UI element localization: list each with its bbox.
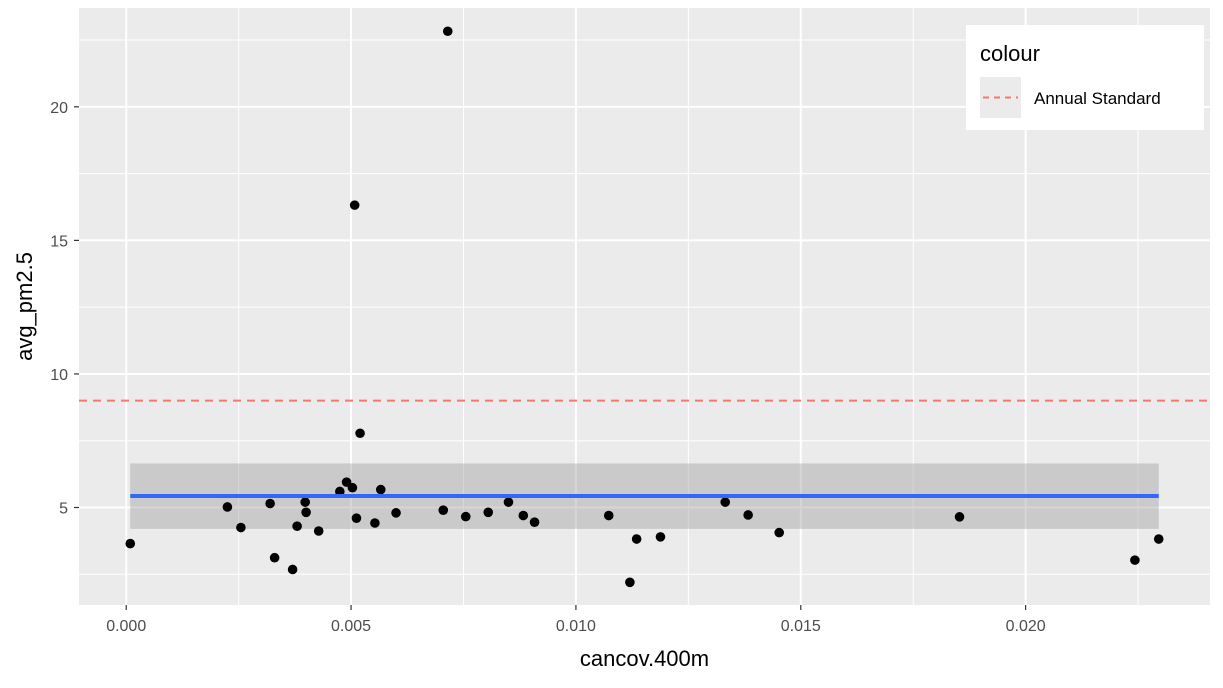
data-point <box>313 526 324 536</box>
data-point <box>438 505 449 515</box>
x-tick-label: 0.005 <box>331 618 371 635</box>
y-axis: 5 10 15 20 <box>50 100 79 518</box>
data-point <box>503 497 514 507</box>
data-point <box>391 508 401 518</box>
data-point <box>351 513 362 523</box>
data-point <box>1130 555 1140 565</box>
x-tick-label: 0.010 <box>556 618 596 635</box>
data-point <box>355 428 365 439</box>
data-point <box>370 518 380 528</box>
data-point <box>655 532 666 542</box>
data-point <box>625 577 635 588</box>
legend: colour Annual Standard <box>966 25 1204 130</box>
data-point <box>529 517 540 527</box>
y-axis-title: avg_pm2.5 <box>12 252 37 361</box>
data-point <box>375 484 386 495</box>
data-point <box>460 511 471 522</box>
points-layer <box>125 26 1164 588</box>
data-point <box>483 507 494 518</box>
data-point <box>720 497 731 507</box>
x-tick-label: 0.015 <box>781 618 821 635</box>
data-point <box>236 522 246 533</box>
data-point <box>265 498 275 509</box>
y-tick-label: 10 <box>50 367 68 384</box>
legend-title: colour <box>980 41 1040 66</box>
data-point <box>335 486 345 497</box>
data-point <box>300 497 311 507</box>
data-point <box>442 26 453 37</box>
data-point <box>301 507 311 518</box>
y-tick-label: 5 <box>59 501 68 518</box>
y-tick-label: 20 <box>50 100 68 117</box>
data-point <box>631 534 642 544</box>
y-tick-label: 15 <box>50 233 68 250</box>
data-point <box>292 521 302 532</box>
data-point <box>954 512 965 522</box>
x-tick-label: 0.000 <box>106 618 146 635</box>
data-point <box>349 200 360 210</box>
data-point <box>518 510 529 521</box>
legend-label-annual-standard: Annual Standard <box>1034 89 1161 108</box>
data-point <box>125 538 136 549</box>
data-point <box>603 510 614 521</box>
x-axis: 0.000 0.005 0.010 0.015 0.020 <box>106 605 1046 635</box>
data-point <box>222 502 233 512</box>
data-point <box>347 482 358 493</box>
data-point <box>1153 534 1164 544</box>
data-point <box>269 552 280 563</box>
data-point <box>774 527 784 538</box>
x-axis-title: cancov.400m <box>580 646 709 671</box>
data-point <box>287 564 298 575</box>
data-point <box>743 510 753 520</box>
x-tick-label: 0.020 <box>1006 618 1046 635</box>
